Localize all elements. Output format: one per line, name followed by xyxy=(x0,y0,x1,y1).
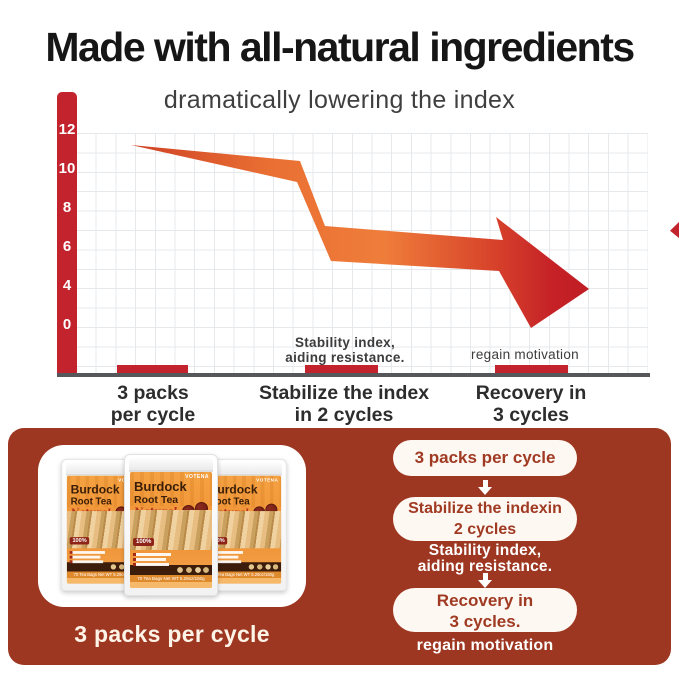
brand-name: VOTENA xyxy=(185,474,209,480)
feature-bullets xyxy=(69,549,105,565)
roots-strip-photo xyxy=(204,562,282,572)
feature-bullets xyxy=(207,549,243,565)
usage-panel: VOTENA Burdock Root Tea Natural 100% 70 … xyxy=(8,428,671,665)
net-weight-text: 70 Tea Bags Net WT 5.29oz/150g xyxy=(204,571,282,579)
brewing-icons xyxy=(130,582,212,588)
x-label-1: 3 packs per cycle xyxy=(111,382,196,427)
annotation-regain: regain motivation xyxy=(471,347,579,362)
brewing-icons xyxy=(204,578,282,584)
x-label-2-line2: in 2 cycles xyxy=(294,404,394,427)
y-tick-0: 0 xyxy=(62,316,72,333)
x-label-2-line1: Stabilize the index xyxy=(258,382,430,404)
roots-strip-photo xyxy=(130,565,212,575)
flow-step-1: 3 packs per cycle xyxy=(393,440,577,476)
x-tick-bar-2 xyxy=(305,365,378,373)
flow-note-stability: Stability index, aiding resistance. xyxy=(393,542,577,576)
product-name-line1: Burdock xyxy=(70,482,120,497)
arrow-edge-fragment xyxy=(670,222,679,238)
x-label-3: Recovery in 3 cycles xyxy=(476,382,587,427)
product-name-line1: Burdock xyxy=(134,479,187,494)
y-tick-6: 6 xyxy=(62,238,72,255)
annotation-stability-line1: Stability index, xyxy=(294,335,396,350)
down-arrow-icon xyxy=(478,573,492,588)
down-arrow-icon xyxy=(478,480,492,495)
x-label-1-line2: per cycle xyxy=(110,404,196,427)
x-tick-bar-1 xyxy=(117,365,188,373)
brand-name: VOTENA xyxy=(256,477,279,484)
pouch-seal xyxy=(203,462,283,476)
y-tick-12: 12 xyxy=(58,121,76,138)
x-label-2: Stabilize the index in 2 cycles xyxy=(259,382,429,427)
feature-bullets xyxy=(133,551,171,568)
x-tick-bar-3 xyxy=(495,365,568,373)
y-tick-8: 8 xyxy=(62,199,72,216)
hundred-percent-badge: 100% xyxy=(69,537,90,545)
x-label-1-line1: 3 packs xyxy=(117,382,189,404)
net-weight-text: 70 Tea Bags Net WT 5.29oz/150g xyxy=(66,571,144,579)
hundred-percent-badge: 100% xyxy=(133,538,155,546)
flow-step-3-line1: Recovery in xyxy=(436,591,534,610)
product-name-line1: Burdock xyxy=(208,482,258,497)
flow-note-stability-line2: aiding resistance. xyxy=(417,558,553,576)
x-axis-line xyxy=(57,373,650,377)
index-trend-chart: dramatically lowering the index 12 10 8 … xyxy=(0,85,679,428)
flow-step-2: Stabilize the indexin 2 cycles xyxy=(393,497,577,541)
product-name-line2: Root Tea xyxy=(70,495,112,508)
flow-step-2-line2: 2 cycles xyxy=(453,520,517,538)
y-tick-4: 4 xyxy=(62,277,72,294)
x-label-3-line2: 3 cycles xyxy=(493,404,569,427)
product-card: VOTENA Burdock Root Tea Natural 100% 70 … xyxy=(38,445,306,607)
chart-subtitle: dramatically lowering the index xyxy=(163,86,516,114)
net-weight-text: 70 Tea Bags Net WT 5.29oz/150g xyxy=(130,575,212,582)
downtrend-arrow xyxy=(131,145,589,328)
pouch-label: VOTENA Burdock Root Tea Natural 100% 70 … xyxy=(130,472,212,588)
product-name-line2: Root Tea xyxy=(134,493,179,506)
flow-note-stability-line1: Stability index, xyxy=(428,542,542,559)
pouch-seal xyxy=(129,458,213,472)
flow-step-2-line1: Stabilize the indexin xyxy=(408,500,562,517)
annotation-stability-line2: aiding resistance. xyxy=(285,349,405,365)
flow-step-3: Recovery in 3 cycles. xyxy=(393,588,577,632)
page-title: Made with all-natural ingredients xyxy=(45,24,635,70)
y-tick-10: 10 xyxy=(58,160,76,177)
product-caption: 3 packs per cycle xyxy=(74,621,270,647)
y-axis-bar: 12 10 8 6 4 0 xyxy=(57,92,77,374)
x-label-3-line1: Recovery in xyxy=(475,382,587,404)
annotation-stability: Stability index, aiding resistance. xyxy=(285,335,405,366)
brewing-icons xyxy=(66,578,144,584)
flow-note-regain: regain motivation xyxy=(416,637,554,654)
tea-pouch-center: VOTENA Burdock Root Tea Natural 100% 70 … xyxy=(124,454,218,596)
product-name-line2: Root Tea xyxy=(208,495,250,508)
flow-step-3-line2: 3 cycles. xyxy=(449,612,521,632)
